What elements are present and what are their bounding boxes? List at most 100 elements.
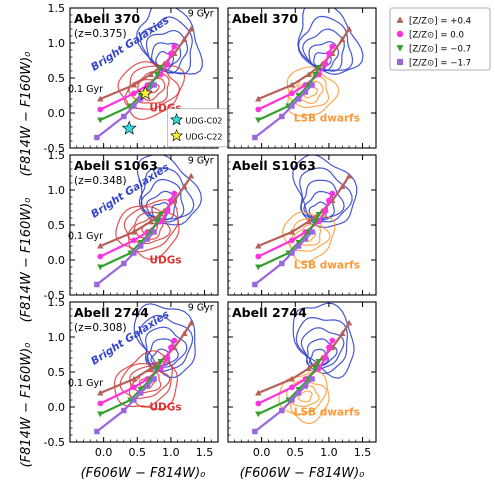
y-tick-label: 1.0 — [48, 184, 66, 197]
plot-area — [94, 8, 203, 141]
track-point — [289, 384, 295, 391]
panel-title: Abell 370 — [74, 11, 140, 26]
star-legend-label: UDG-C22 — [186, 132, 223, 141]
track-point — [164, 355, 171, 361]
bright-galaxies-contour — [292, 155, 358, 229]
x-tick-label: 1.5 — [354, 446, 372, 459]
track-point — [312, 218, 319, 225]
y-tick-label: 1.5 — [48, 296, 66, 309]
track-point — [295, 96, 302, 102]
track-point — [255, 411, 262, 418]
track-point — [187, 172, 195, 179]
udg-contour — [113, 350, 179, 410]
track-point — [305, 71, 312, 78]
bright-galaxies-contour — [145, 190, 177, 221]
legend-marker — [396, 30, 404, 38]
bright-galaxies-contour — [297, 15, 354, 72]
track-point — [252, 281, 258, 288]
track-point — [302, 383, 309, 389]
track-point — [187, 319, 195, 326]
track-point — [339, 330, 346, 337]
x-tick-label: 1.5 — [196, 446, 214, 459]
track-point — [315, 64, 323, 71]
bright-galaxies-contour — [292, 302, 355, 379]
age-label-young: 0.1 Gyr — [68, 84, 103, 95]
y-tick-label: 1.5 — [48, 2, 66, 15]
track-point — [295, 92, 302, 99]
panel-title: Abell S1063 — [74, 158, 158, 173]
legend-box — [389, 7, 491, 71]
track-point — [289, 90, 295, 97]
panel-redshift: (z=0.348) — [74, 175, 127, 187]
bright-galaxies-contour — [308, 201, 328, 221]
track-point — [255, 400, 262, 407]
plot-area — [252, 302, 355, 435]
track-point — [302, 236, 309, 242]
track-point — [326, 50, 332, 57]
track-point — [157, 358, 165, 365]
track-point — [345, 172, 353, 179]
panel-title: Abell 370 — [232, 11, 298, 26]
track-point — [137, 239, 144, 246]
bright-galaxies-contour — [297, 8, 364, 76]
age-label-young: 0.1 Gyr — [68, 378, 103, 389]
panel: -0.5 0.0 0.5 1.0 1.5 0.0 0.5 1.0 1.5 Abell 2744 (z… — [44, 296, 219, 459]
track-point — [97, 253, 104, 260]
legend-items: [Z/Z⊙] = +0.4 [Z/Z⊙] = 0.0 [Z/Z⊙] = −0.7 [Z… — [396, 16, 471, 69]
star-legend-marker — [170, 128, 184, 142]
track-point — [157, 211, 165, 218]
lsb-dwarf-contour — [297, 390, 313, 403]
y-tick-label: 1.5 — [48, 149, 66, 162]
star-marker — [137, 85, 153, 100]
track-point — [322, 61, 329, 67]
track-point — [326, 197, 332, 204]
track-point — [130, 228, 138, 235]
track-point — [94, 281, 100, 288]
panel-redshift: (z=0.308) — [74, 322, 127, 334]
track-point — [255, 117, 262, 124]
lsb-dwarfs-label: LSB dwarfs — [294, 112, 360, 124]
plot-area — [94, 155, 203, 288]
y-tick-label: 0.5 — [48, 366, 66, 379]
track-point — [144, 236, 151, 242]
star-legend-box — [167, 108, 230, 148]
track-point — [295, 243, 302, 249]
track-point — [302, 89, 309, 95]
track-point — [329, 337, 336, 344]
track-point — [97, 264, 104, 271]
y-tick-label: 0.0 — [48, 254, 66, 267]
track-point — [309, 82, 315, 88]
legend-marker — [396, 58, 404, 66]
track-point — [329, 190, 336, 197]
udg-label: UDGs — [149, 255, 181, 267]
track-point — [137, 96, 144, 102]
panels-layer: -0.5 0.0 0.5 1.0 1.5 Abell 370 (z=0.375) 0.1 Gy… — [44, 2, 377, 459]
age-label-old: 9 Gyr — [188, 155, 214, 166]
track-point — [121, 260, 127, 267]
track-point — [131, 250, 137, 256]
legend-label: [Z/Z⊙] = −1.7 — [409, 59, 471, 69]
track-point — [168, 197, 174, 204]
x-axis-label: (F606W − F814W)₀ — [81, 466, 207, 481]
bright-galaxies-contour — [146, 338, 179, 367]
track-point — [97, 117, 104, 124]
track-point — [326, 344, 332, 351]
track-point — [181, 36, 188, 43]
plot-area — [252, 155, 358, 288]
track-point — [97, 411, 104, 418]
track-point — [131, 90, 137, 97]
metallicity-track-line — [257, 175, 351, 248]
x-tick-label: 0.0 — [253, 446, 271, 459]
y-tick-label: 0.0 — [48, 107, 66, 120]
track-point — [288, 228, 296, 235]
track-point — [252, 428, 258, 435]
track-point — [130, 81, 138, 88]
track-point — [312, 71, 319, 78]
track-point — [94, 134, 100, 141]
bright-galaxies-contour — [151, 201, 171, 221]
legend-label: [Z/Z⊙] = 0.0 — [409, 31, 464, 41]
track-point — [168, 50, 174, 57]
track-point — [97, 242, 104, 249]
track-point — [289, 397, 295, 403]
